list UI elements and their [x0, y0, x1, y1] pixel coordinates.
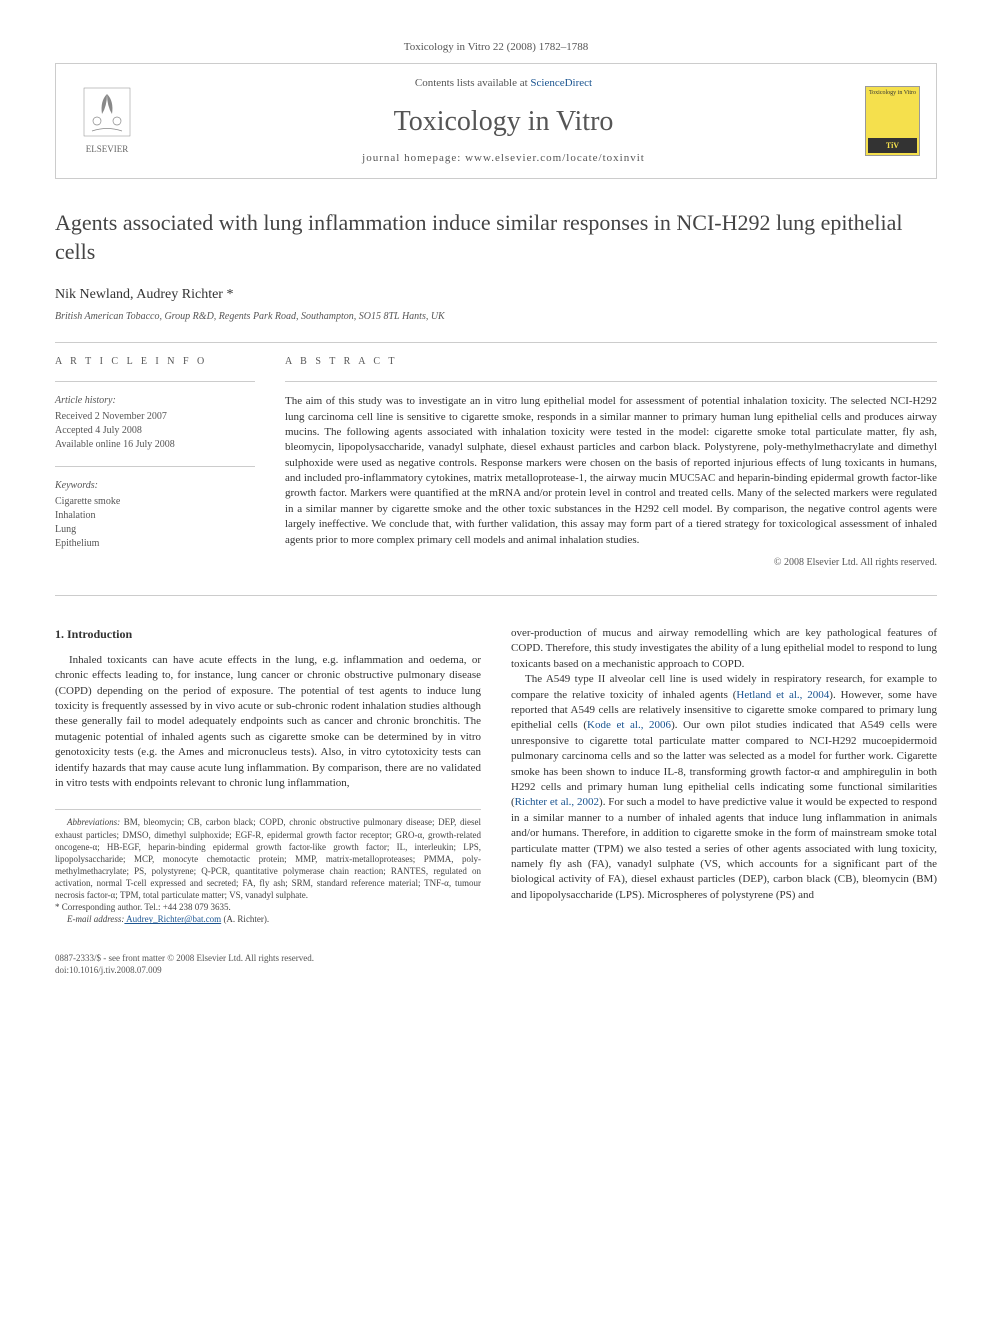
history-item: Available online 16 July 2008: [55, 438, 255, 452]
keywords-block: Keywords: Cigarette smoke Inhalation Lun…: [55, 479, 255, 551]
body-column-left: 1. Introduction Inhaled toxicants can ha…: [55, 626, 481, 926]
article-info-column: A R T I C L E I N F O Article history: R…: [55, 355, 255, 570]
body-column-right: over-production of mucus and airway remo…: [511, 626, 937, 926]
sciencedirect-link[interactable]: ScienceDirect: [530, 77, 592, 89]
contents-prefix: Contents lists available at: [415, 77, 530, 89]
divider: [55, 466, 255, 467]
journal-name: Toxicology in Vitro: [142, 102, 865, 141]
abstract-copyright: © 2008 Elsevier Ltd. All rights reserved…: [285, 556, 937, 570]
elsevier-logo: ELSEVIER: [72, 86, 142, 156]
abstract-heading: A B S T R A C T: [285, 355, 937, 369]
keyword: Cigarette smoke: [55, 495, 255, 509]
contents-line: Contents lists available at ScienceDirec…: [142, 76, 865, 91]
divider: [55, 381, 255, 382]
doi: doi:10.1016/j.tiv.2008.07.009: [55, 964, 314, 977]
footer-left: 0887-2333/$ - see front matter © 2008 El…: [55, 952, 314, 977]
corr-tel: Tel.: +44 238 079 3635.: [142, 902, 231, 912]
email-suffix: (A. Richter).: [221, 914, 269, 924]
body-text: ). Our own pilot studies indicated that …: [511, 719, 937, 808]
abstract-column: A B S T R A C T The aim of this study wa…: [285, 355, 937, 570]
body-columns: 1. Introduction Inhaled toxicants can ha…: [55, 626, 937, 926]
history-item: Received 2 November 2007: [55, 410, 255, 424]
email-footnote: E-mail address: Audrey_Richter@bat.com (…: [55, 913, 481, 925]
section-heading-intro: 1. Introduction: [55, 626, 481, 643]
abbrev-text: BM, bleomycin; CB, carbon black; COPD, c…: [55, 817, 481, 900]
elsevier-label: ELSEVIER: [86, 143, 129, 156]
header-center: Contents lists available at ScienceDirec…: [142, 76, 865, 166]
homepage-prefix: journal homepage:: [362, 152, 465, 164]
article-info-heading: A R T I C L E I N F O: [55, 355, 255, 369]
corr-label: * Corresponding author.: [55, 902, 142, 912]
journal-reference: Toxicology in Vitro 22 (2008) 1782–1788: [55, 40, 937, 55]
divider: [55, 595, 937, 596]
abbreviations-footnote: Abbreviations: BM, bleomycin; CB, carbon…: [55, 816, 481, 901]
history-item: Accepted 4 July 2008: [55, 424, 255, 438]
body-paragraph: Inhaled toxicants can have acute effects…: [55, 653, 481, 792]
author-list: Nik Newland, Audrey Richter *: [55, 285, 937, 305]
header-box: ELSEVIER Contents lists available at Sci…: [55, 63, 937, 179]
cover-abbr: TiV: [868, 138, 917, 153]
body-paragraph: over-production of mucus and airway remo…: [511, 626, 937, 672]
abstract-text: The aim of this study was to investigate…: [285, 394, 937, 548]
body-paragraph: The A549 type II alveolar cell line is u…: [511, 672, 937, 903]
keyword: Inhalation: [55, 509, 255, 523]
abbrev-label: Abbreviations:: [67, 817, 120, 827]
page-footer: 0887-2333/$ - see front matter © 2008 El…: [55, 946, 937, 977]
keyword: Lung: [55, 523, 255, 537]
front-matter: 0887-2333/$ - see front matter © 2008 El…: [55, 952, 314, 965]
homepage-url[interactable]: www.elsevier.com/locate/toxinvit: [465, 152, 645, 164]
divider: [285, 381, 937, 382]
history-label: Article history:: [55, 394, 255, 408]
email-label: E-mail address:: [67, 914, 124, 924]
email-link[interactable]: Audrey_Richter@bat.com: [124, 914, 221, 924]
keyword: Epithelium: [55, 537, 255, 551]
body-text: ). For such a model to have predictive v…: [511, 796, 937, 900]
info-abstract-row: A R T I C L E I N F O Article history: R…: [55, 355, 937, 570]
article-history-block: Article history: Received 2 November 200…: [55, 394, 255, 452]
citation-link[interactable]: Hetland et al., 2004: [736, 689, 829, 701]
corresponding-author-footnote: * Corresponding author. Tel.: +44 238 07…: [55, 901, 481, 913]
keywords-label: Keywords:: [55, 479, 255, 493]
affiliation: British American Tobacco, Group R&D, Reg…: [55, 310, 937, 324]
article-title: Agents associated with lung inflammation…: [55, 209, 937, 266]
footnotes-block: Abbreviations: BM, bleomycin; CB, carbon…: [55, 809, 481, 925]
cover-title: Toxicology in Vitro: [868, 89, 917, 97]
journal-cover-thumbnail: Toxicology in Vitro TiV: [865, 86, 920, 156]
citation-link[interactable]: Richter et al., 2002: [515, 796, 599, 808]
citation-link[interactable]: Kode et al., 2006: [587, 719, 671, 731]
divider: [55, 342, 937, 343]
homepage-line: journal homepage: www.elsevier.com/locat…: [142, 151, 865, 166]
